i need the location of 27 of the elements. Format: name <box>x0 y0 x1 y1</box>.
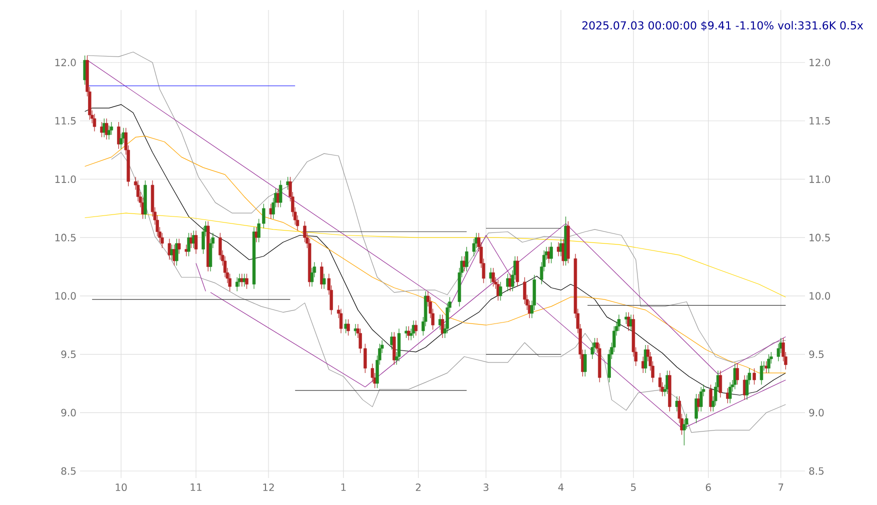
x-tick-label: 7 <box>778 484 784 491</box>
y2-tick-label: 11.0 <box>810 175 830 183</box>
x-tick-label: 3 <box>484 484 488 492</box>
y-tick-label: 10.0 <box>55 292 76 300</box>
y-tick-label: 8.5 <box>61 467 76 475</box>
y2-tick-label: 9.5 <box>809 350 824 358</box>
y-tick-label: 9.5 <box>61 350 76 358</box>
x-tick-label: 2 <box>416 484 421 491</box>
y-tick-label: 12.0 <box>55 58 76 66</box>
y2-tick-label: 8.5 <box>809 467 824 475</box>
x-tick-label: 1 <box>341 484 346 491</box>
y2-tick-label: 11.5 <box>810 117 830 125</box>
x-tick-label: 6 <box>706 484 711 492</box>
text: 2025.07.03 00:00:00 $9.41 -1.10% vol:331.6K 0.5x <box>582 21 864 31</box>
y2-tick-label: 10.5 <box>810 234 830 242</box>
x-tick-label: 12 <box>263 484 274 491</box>
y2-tick-label: 10.0 <box>810 292 830 300</box>
y-tick-label: 9.0 <box>61 408 76 416</box>
y2-tick-label: 12.0 <box>810 58 830 66</box>
x-tick-label: 10 <box>116 484 127 492</box>
y2-tick-label: 9.0 <box>809 408 824 416</box>
x-tick-label: 4 <box>558 484 564 491</box>
x-tick-label: 11 <box>190 484 202 491</box>
y-tick-label: 11.0 <box>55 175 76 183</box>
y-tick-label: 10.5 <box>55 234 76 242</box>
x-tick-label: 5 <box>631 484 636 491</box>
y-tick-label: 11.5 <box>55 117 76 125</box>
